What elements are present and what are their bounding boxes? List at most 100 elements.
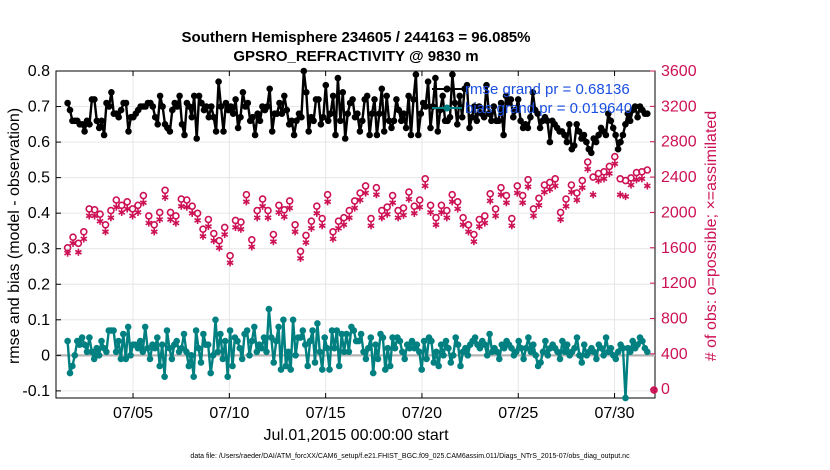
rmse-point bbox=[329, 92, 337, 100]
asterisk-stroke bbox=[356, 197, 364, 203]
asterisk-stroke bbox=[324, 199, 332, 205]
rmse-point bbox=[544, 117, 551, 125]
obs-possible-point bbox=[80, 228, 88, 236]
asterisk-stroke bbox=[481, 220, 489, 226]
rmse-point bbox=[507, 96, 515, 103]
asterisk-stroke bbox=[253, 215, 261, 221]
rmse-point bbox=[115, 113, 122, 121]
rmse-point bbox=[612, 131, 619, 139]
bias-point bbox=[500, 344, 508, 352]
bias-point bbox=[614, 348, 622, 356]
obs-assimilated-point bbox=[221, 230, 229, 239]
asterisk-stroke bbox=[297, 255, 305, 261]
rmse-point bbox=[298, 113, 305, 121]
obs-possible-point bbox=[453, 198, 462, 206]
y-tick-label: 0.2 bbox=[28, 276, 50, 293]
bias-point bbox=[639, 337, 646, 345]
bias-point bbox=[127, 352, 134, 359]
bias-point bbox=[532, 352, 539, 359]
obs-assimilated-point bbox=[226, 259, 234, 267]
rmse-point bbox=[573, 121, 580, 128]
obs-assimilated-point bbox=[405, 195, 413, 203]
rmse-point bbox=[315, 96, 322, 103]
bias-point bbox=[340, 348, 348, 356]
obs-possible-point bbox=[643, 166, 652, 174]
obs-possible-point bbox=[421, 175, 430, 183]
obs-possible-point bbox=[74, 239, 83, 248]
asterisk-stroke bbox=[616, 192, 624, 198]
bias-point bbox=[285, 348, 292, 356]
asterisk-stroke bbox=[74, 249, 82, 255]
rmse-point bbox=[186, 103, 193, 110]
obs-assimilated-point bbox=[497, 191, 505, 199]
asterisk-stroke bbox=[139, 200, 147, 206]
obs-assimilated-point bbox=[291, 228, 299, 236]
obs-possible-point bbox=[535, 194, 543, 203]
bias-point bbox=[357, 330, 365, 338]
bias-point bbox=[578, 359, 586, 366]
rmse-point bbox=[376, 110, 383, 117]
asterisk-stroke bbox=[448, 199, 456, 205]
obs-assimilated-point bbox=[437, 208, 445, 216]
bias-point bbox=[178, 344, 185, 352]
rmse-point bbox=[341, 135, 349, 142]
asterisk-stroke bbox=[318, 223, 326, 229]
rmse-point bbox=[488, 117, 495, 125]
obs-possible-point bbox=[226, 251, 234, 260]
asterisk-stroke bbox=[513, 190, 521, 196]
asterisk-stroke bbox=[307, 225, 315, 231]
bias-point bbox=[326, 366, 333, 373]
obs-possible-point bbox=[470, 230, 478, 239]
bias-point bbox=[593, 355, 600, 363]
bias-point bbox=[335, 362, 343, 370]
obs-assimilated-point bbox=[123, 205, 131, 213]
bias-point bbox=[556, 355, 564, 363]
asterisk-stroke bbox=[632, 177, 640, 183]
asterisk-stroke bbox=[454, 206, 462, 212]
legend: rmse grand pr = 0.68136 bias grand pr = … bbox=[432, 81, 632, 117]
rmse-point bbox=[193, 135, 200, 142]
bias-point bbox=[418, 366, 426, 373]
bias-point bbox=[554, 348, 561, 356]
rmse-point bbox=[456, 92, 464, 100]
obs-assimilated-point bbox=[638, 175, 646, 183]
bias-point bbox=[190, 373, 197, 381]
obs-possible-point bbox=[161, 186, 169, 195]
bias-point bbox=[299, 327, 307, 334]
rmse-point bbox=[570, 142, 578, 149]
bias-point bbox=[476, 344, 484, 352]
rmse-point bbox=[169, 106, 176, 114]
obs-possible-point bbox=[242, 190, 251, 199]
obs-assimilated-point bbox=[535, 201, 543, 209]
rmse-point bbox=[188, 113, 196, 121]
y-right-tick-label: 1600 bbox=[661, 240, 697, 257]
bias-point bbox=[137, 337, 144, 345]
obs-assimilated-point bbox=[345, 214, 353, 222]
rmse-point bbox=[400, 110, 408, 117]
bias-point bbox=[209, 352, 217, 359]
asterisk-stroke bbox=[464, 229, 473, 235]
chart-title-line2: GPSRO_REFRACTIVITY @ 9830 m bbox=[233, 48, 478, 65]
rmse-point bbox=[410, 96, 417, 103]
obs-assimilated-point bbox=[145, 219, 153, 227]
rmse-point bbox=[575, 128, 583, 135]
asterisk-stroke bbox=[611, 161, 619, 167]
rmse-point bbox=[268, 128, 276, 135]
obs-assimilated-point bbox=[622, 192, 630, 201]
bias-point bbox=[360, 348, 367, 356]
obs-possible-point bbox=[562, 195, 570, 203]
bias-point bbox=[379, 334, 387, 341]
rmse-point bbox=[609, 124, 617, 132]
asterisk-stroke bbox=[567, 189, 575, 195]
obs-assimilated-point bbox=[269, 238, 277, 246]
rmse-point bbox=[205, 113, 213, 121]
bias-point bbox=[471, 334, 479, 341]
asterisk-stroke bbox=[573, 197, 581, 203]
rmse-point bbox=[100, 131, 108, 139]
rmse-point bbox=[264, 103, 271, 110]
rmse-point bbox=[417, 110, 425, 117]
bias-point bbox=[120, 330, 127, 338]
bias-point bbox=[590, 348, 598, 356]
asterisk-stroke bbox=[286, 205, 294, 211]
bias-point bbox=[634, 341, 641, 349]
